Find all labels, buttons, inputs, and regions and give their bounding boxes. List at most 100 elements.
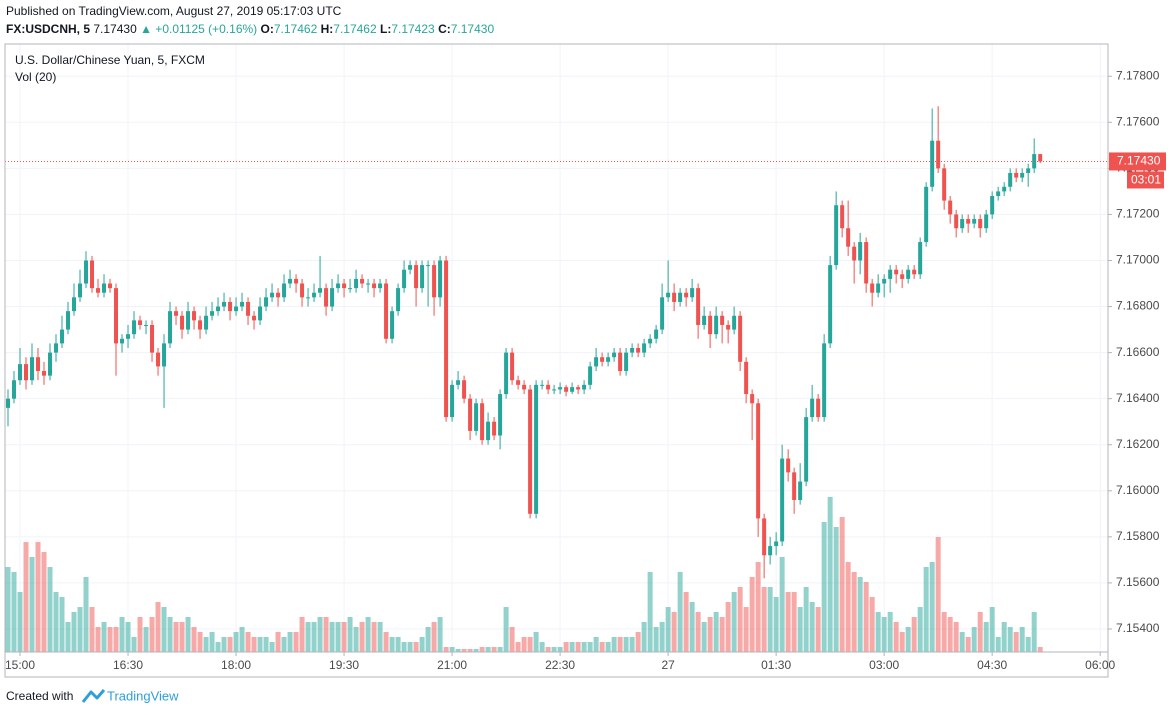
- candle-body: [858, 242, 863, 261]
- candle-body: [480, 403, 485, 441]
- volume-bar: [5, 567, 11, 652]
- volume-bar: [335, 622, 341, 652]
- volume-bar: [959, 632, 965, 652]
- volume-bar: [755, 562, 761, 652]
- volume-bar: [131, 637, 137, 652]
- volume-bar: [353, 627, 359, 652]
- candle-body: [834, 205, 839, 266]
- volume-bar: [407, 642, 413, 652]
- candle-body: [354, 278, 359, 289]
- footer-brand[interactable]: TradingView: [107, 688, 179, 703]
- volume-bar: [875, 612, 881, 652]
- candle-body: [756, 403, 761, 519]
- volume-bar: [287, 632, 293, 652]
- candle-body: [864, 242, 869, 284]
- candle-body: [636, 348, 641, 353]
- volume-bar: [971, 627, 977, 652]
- candle-body: [144, 324, 149, 326]
- volume-bar: [293, 632, 299, 652]
- candle-body: [132, 320, 137, 335]
- volume-bar: [455, 649, 461, 652]
- volume-bar: [563, 642, 569, 652]
- volume-bar: [125, 622, 131, 652]
- volume-bar: [1019, 627, 1025, 652]
- volume-bar: [233, 632, 239, 652]
- candle-body: [780, 458, 785, 542]
- volume-bar: [965, 637, 971, 652]
- volume-bar: [161, 607, 167, 652]
- x-tick-label: 22:30: [545, 658, 575, 672]
- volume-bar: [443, 647, 449, 652]
- candle-body: [432, 265, 437, 298]
- volume-bar: [899, 632, 905, 652]
- volume-bar: [839, 517, 845, 652]
- open: 7.17462: [273, 22, 318, 36]
- volume-bar: [881, 617, 887, 652]
- volume-bar: [941, 612, 947, 652]
- volume-bar: [683, 592, 689, 652]
- candle-body: [108, 283, 113, 289]
- volume-bar: [383, 632, 389, 652]
- candle-body: [720, 315, 725, 325]
- volume-bar: [269, 642, 275, 652]
- candle-body: [450, 384, 455, 418]
- candle-body: [36, 357, 41, 372]
- volume-bar: [557, 647, 563, 652]
- candle-body: [738, 315, 743, 362]
- volume-bar: [935, 537, 941, 652]
- volume-bar: [389, 637, 395, 652]
- candle-body: [906, 269, 911, 279]
- volume-bar: [1025, 637, 1031, 652]
- volume-bar: [977, 612, 983, 652]
- volume-bar: [329, 622, 335, 652]
- candle-body: [630, 348, 635, 353]
- last-price-box: [1109, 152, 1166, 171]
- volume-bar: [467, 649, 473, 652]
- candle-body: [762, 518, 767, 556]
- volume-bar: [767, 587, 773, 652]
- volume-bar: [35, 542, 41, 652]
- candle-body: [822, 343, 827, 418]
- candle-body: [990, 196, 995, 215]
- candle-body: [1002, 186, 1007, 192]
- y-tick-label: 7.16400: [1116, 391, 1160, 405]
- candle-body: [810, 398, 815, 418]
- candle-body: [876, 283, 881, 293]
- candle-body: [222, 301, 227, 307]
- volume-bar: [419, 637, 425, 652]
- candle-body: [318, 288, 323, 293]
- volume-bar: [113, 627, 119, 652]
- candle-body: [384, 283, 389, 339]
- tradingview-logo: [81, 689, 106, 703]
- candle-body: [246, 301, 251, 316]
- x-tick-label: 16:30: [113, 658, 143, 672]
- candle-body: [528, 389, 533, 514]
- volume-bar: [149, 617, 155, 652]
- volume-bar: [827, 497, 833, 652]
- candle-body: [732, 315, 737, 330]
- volume-bar: [365, 617, 371, 652]
- candle-body: [54, 343, 59, 353]
- candle-body: [234, 306, 239, 312]
- volume-bar: [1013, 632, 1019, 652]
- volume-bar: [197, 632, 203, 652]
- published-line: Published on TradingView.com, August 27,…: [6, 4, 342, 18]
- volume-bar: [689, 602, 695, 652]
- candle-body: [498, 394, 503, 436]
- open-label: O:: [260, 22, 274, 36]
- candle-body: [708, 315, 713, 335]
- x-tick-label: 18:00: [221, 658, 251, 672]
- candle-body: [972, 219, 977, 224]
- candle-body: [24, 364, 29, 381]
- candle-body: [270, 292, 275, 298]
- volume-bar: [533, 632, 539, 652]
- volume-bar: [515, 642, 521, 652]
- candle-body: [264, 297, 269, 307]
- close-label: C:: [438, 22, 451, 36]
- high: 7.17462: [333, 22, 377, 36]
- candle-body: [228, 301, 233, 312]
- candle-body: [888, 269, 893, 279]
- candle-body: [258, 306, 263, 321]
